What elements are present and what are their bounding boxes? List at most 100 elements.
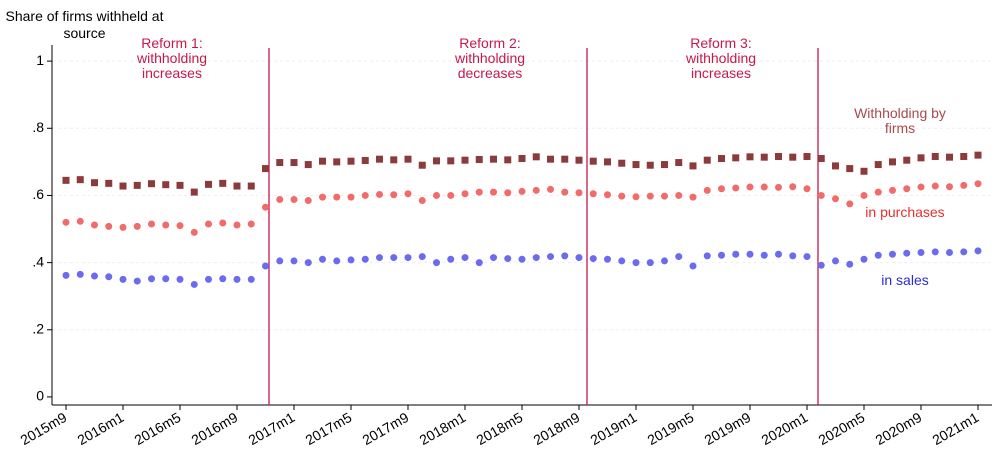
x-tick-label: 2016m9: [189, 409, 241, 448]
point: [290, 159, 298, 167]
point: [76, 176, 84, 184]
x-tick-label: 2017m5: [303, 409, 355, 448]
point: [105, 273, 113, 281]
point: [561, 155, 569, 163]
point: [133, 181, 141, 189]
point: [133, 222, 141, 230]
y-tick-label: .8: [32, 119, 44, 135]
point: [504, 189, 512, 197]
series-label: in sales: [881, 272, 929, 288]
point: [874, 161, 882, 169]
point: [404, 190, 412, 198]
y-tick-label: 0: [36, 388, 44, 404]
point: [689, 162, 697, 170]
point: [689, 193, 697, 201]
point: [490, 188, 497, 196]
y-tick-label: .4: [32, 253, 44, 269]
point: [247, 220, 255, 228]
point: [333, 257, 341, 265]
point: [889, 186, 896, 194]
point: [390, 156, 398, 164]
point: [319, 157, 326, 165]
point: [290, 257, 298, 265]
point: [661, 257, 668, 265]
point: [319, 255, 326, 263]
point: [190, 280, 198, 288]
point: [860, 191, 868, 199]
point: [304, 259, 312, 267]
point: [746, 250, 754, 258]
point: [376, 190, 383, 198]
point: [661, 161, 668, 169]
point: [903, 249, 911, 257]
point: [746, 183, 754, 191]
point: [404, 254, 412, 262]
series-label: Withholding by firms: [854, 105, 946, 136]
point: [304, 196, 312, 204]
point: [333, 193, 341, 201]
point: [860, 255, 868, 263]
point: [205, 180, 212, 188]
point: [262, 203, 269, 211]
point: [433, 259, 440, 267]
point: [775, 250, 782, 258]
point: [233, 182, 241, 190]
point: [917, 154, 925, 162]
point: [447, 191, 455, 199]
point: [846, 260, 854, 268]
point: [461, 190, 469, 198]
point: [176, 222, 184, 230]
point: [703, 252, 711, 260]
point: [518, 255, 526, 263]
point: [589, 255, 597, 263]
point: [447, 157, 455, 165]
y-axis-title: Share of firms withheld at source: [5, 8, 164, 41]
point: [119, 223, 127, 231]
point: [632, 161, 640, 169]
point: [461, 254, 469, 262]
point: [532, 254, 540, 262]
x-tick-label: 2018m1: [417, 409, 469, 448]
series-label: in purchases: [865, 204, 945, 220]
point: [162, 181, 170, 189]
point: [247, 182, 255, 190]
point: [817, 261, 825, 269]
point: [718, 185, 725, 193]
point: [775, 183, 782, 191]
point: [703, 156, 711, 164]
point: [946, 249, 953, 257]
point: [490, 254, 497, 262]
point: [974, 180, 982, 188]
point: [276, 159, 284, 167]
point: [376, 155, 383, 163]
point: [646, 192, 654, 200]
point: [960, 181, 968, 189]
point: [205, 220, 212, 228]
point: [547, 253, 554, 261]
point: [874, 188, 882, 196]
point: [931, 248, 939, 256]
point: [589, 190, 597, 198]
point: [903, 185, 911, 193]
point: [461, 156, 469, 164]
point: [889, 158, 896, 166]
point: [689, 262, 697, 270]
point: [91, 272, 98, 280]
x-tick-label: 2017m9: [360, 409, 412, 448]
x-tick-label: 2019m9: [702, 409, 754, 448]
point: [732, 184, 740, 192]
x-tick-label: 2018m9: [531, 409, 583, 448]
point: [475, 156, 483, 164]
point: [946, 153, 953, 161]
point: [62, 176, 70, 184]
point: [703, 186, 711, 194]
point: [646, 161, 654, 169]
point: [917, 249, 925, 257]
point: [760, 153, 768, 161]
point: [105, 179, 113, 187]
point: [105, 222, 113, 230]
point: [361, 191, 369, 199]
point: [490, 155, 497, 163]
point: [233, 221, 241, 229]
